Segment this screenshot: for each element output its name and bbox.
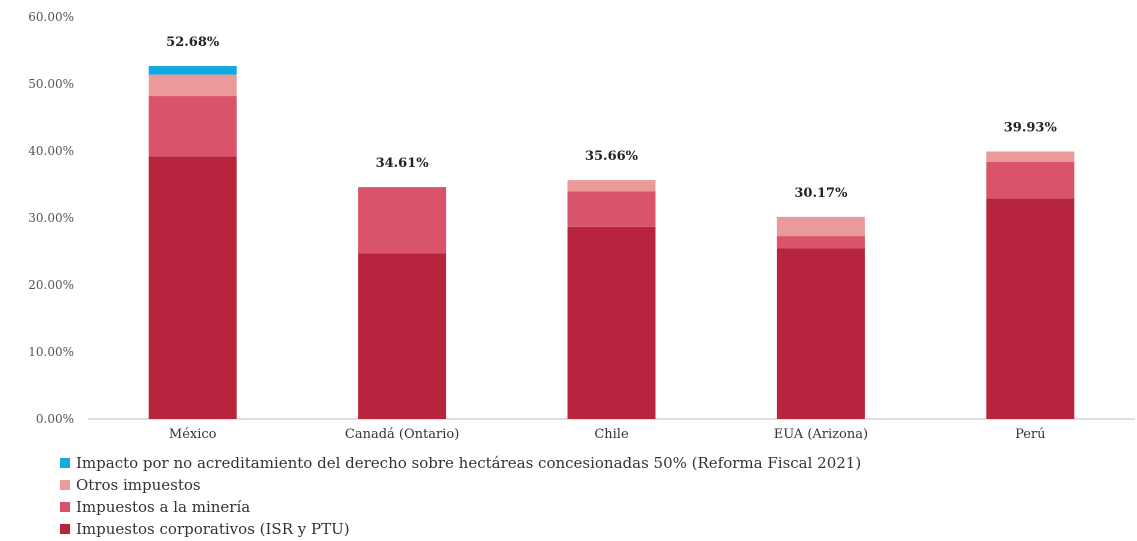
- bar-segment: [567, 180, 656, 192]
- x-category-label: Canadá (Ontario): [345, 427, 459, 442]
- legend-label: Otros impuestos: [76, 476, 201, 494]
- total-labels: 52.68% 34.61% 35.66% 30.17% 39.93%: [166, 35, 1057, 201]
- legend-label: Impuestos a la minería: [76, 498, 251, 516]
- bar-segment: [148, 156, 237, 420]
- y-tick-label: 50.00%: [28, 77, 74, 91]
- bar-segment: [148, 96, 237, 157]
- legend-label: Impuestos corporativos (ISR y PTU): [76, 520, 350, 538]
- bar-segment: [776, 236, 865, 249]
- legend-item: Impuestos corporativos (ISR y PTU): [60, 518, 861, 540]
- x-category-label: EUA (Arizona): [774, 427, 868, 442]
- bar-segment: [986, 161, 1075, 199]
- legend-label: Impacto por no acreditamiento del derech…: [76, 454, 862, 472]
- y-axis-ticks: 0.00% 10.00% 20.00% 30.00% 40.00% 50.00% 60.00…: [28, 10, 74, 426]
- legend-swatch: [60, 458, 70, 468]
- bar-segment: [776, 248, 865, 419]
- legend-swatch: [60, 502, 70, 512]
- bar-total-label: 52.68%: [166, 35, 220, 50]
- bar-segment: [567, 226, 656, 419]
- y-tick-label: 30.00%: [28, 211, 74, 225]
- y-tick-label: 60.00%: [28, 10, 74, 24]
- legend-swatch: [60, 524, 70, 534]
- chart-legend: Impacto por no acreditamiento del derech…: [60, 452, 861, 540]
- stacked-bar-chart: 0.00% 10.00% 20.00% 30.00% 40.00% 50.00% 60.00…: [28, 10, 1135, 442]
- bar-total-label: 34.61%: [376, 156, 430, 171]
- x-category-label: Perú: [1015, 427, 1045, 442]
- y-tick-label: 20.00%: [28, 278, 74, 292]
- bar-segment: [358, 187, 447, 254]
- bar-segment: [358, 253, 447, 419]
- bar-segment: [567, 191, 656, 227]
- legend-item: Impacto por no acreditamiento del derech…: [60, 452, 861, 474]
- bar-segment: [148, 66, 237, 75]
- bar-segment: [986, 151, 1075, 162]
- bar-segment: [776, 216, 865, 237]
- y-tick-label: 0.00%: [36, 412, 74, 426]
- y-tick-label: 10.00%: [28, 345, 74, 359]
- bar-stacks: [148, 66, 1075, 420]
- legend-swatch: [60, 480, 70, 490]
- legend-item: Otros impuestos: [60, 474, 861, 496]
- y-tick-label: 40.00%: [28, 144, 74, 158]
- bar-segment: [986, 198, 1075, 419]
- bar-segment: [148, 74, 237, 97]
- bar-total-label: 35.66%: [585, 149, 639, 164]
- bar-total-label: 30.17%: [794, 186, 848, 201]
- x-category-label: Chile: [594, 427, 629, 442]
- x-category-label: México: [169, 427, 217, 442]
- category-labels: México Canadá (Ontario) Chile EUA (Arizona)…: [169, 427, 1046, 442]
- legend-item: Impuestos a la minería: [60, 496, 861, 518]
- bar-total-label: 39.93%: [1004, 120, 1058, 135]
